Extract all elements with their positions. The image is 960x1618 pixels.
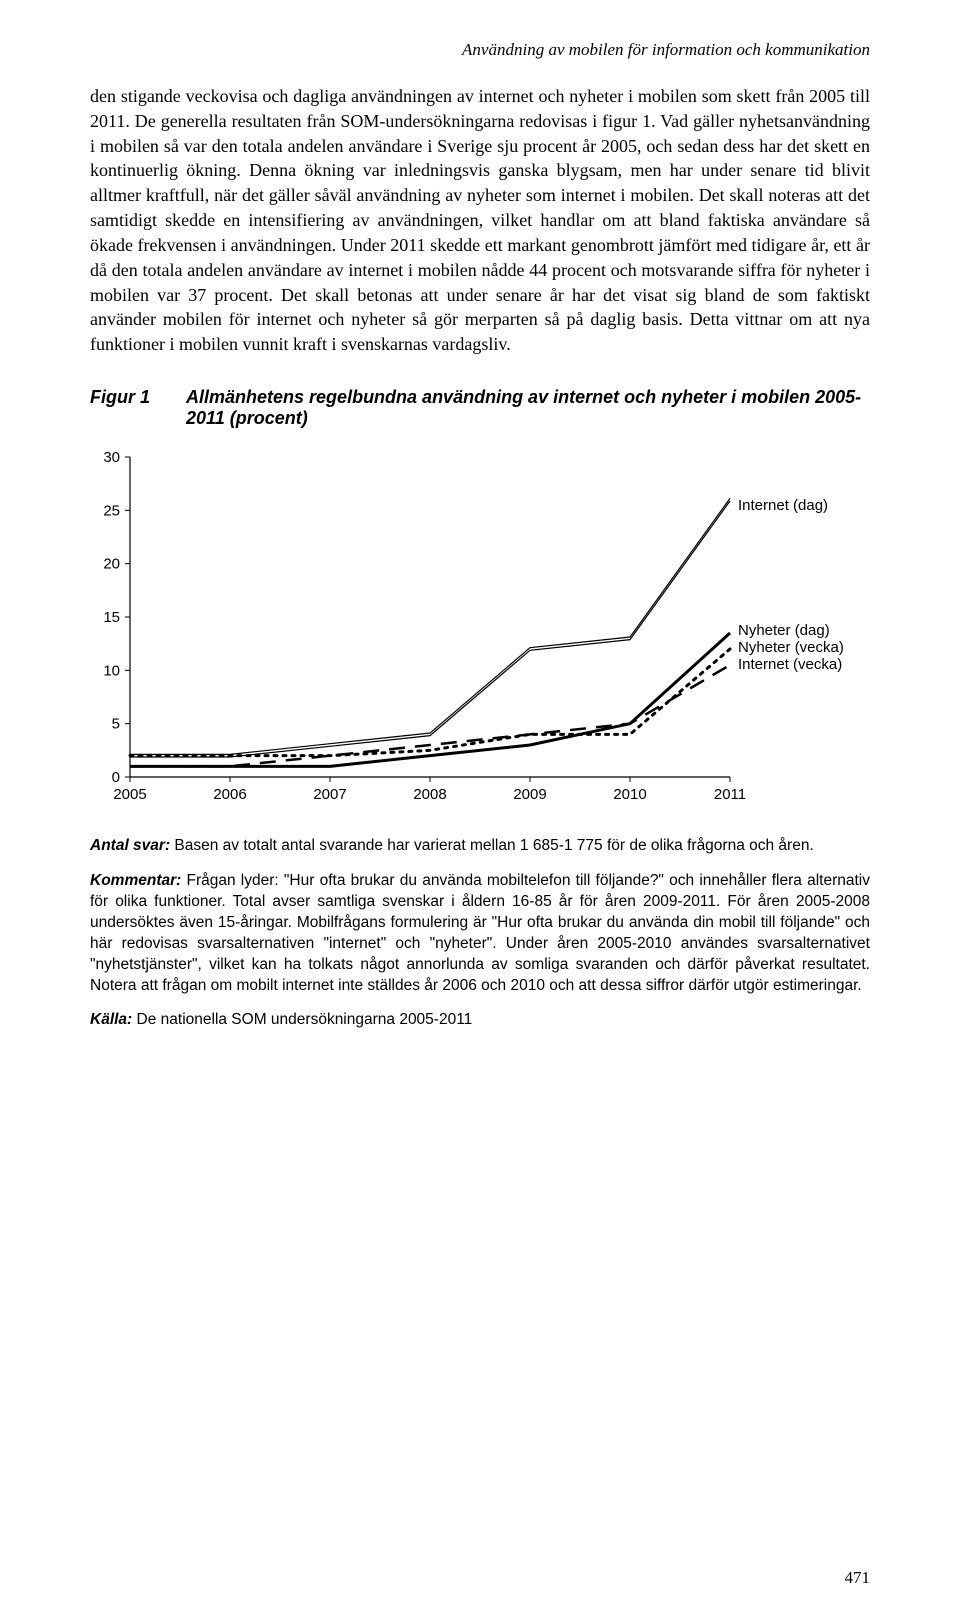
figure-label: Figur 1 — [90, 387, 150, 429]
svg-text:10: 10 — [103, 662, 120, 679]
svg-text:Nyheter (dag): Nyheter (dag) — [738, 622, 830, 639]
svg-text:2008: 2008 — [413, 786, 446, 803]
svg-text:0: 0 — [112, 769, 120, 786]
svg-text:2009: 2009 — [513, 786, 546, 803]
running-head: Användning av mobilen för information oc… — [90, 40, 870, 60]
svg-text:Internet (vecka): Internet (vecka) — [738, 656, 842, 673]
svg-text:2007: 2007 — [313, 786, 346, 803]
kalla-source: Källa: De nationella SOM undersökningarn… — [90, 1011, 870, 1029]
page-number: 471 — [845, 1568, 871, 1588]
svg-text:25: 25 — [103, 502, 120, 519]
svg-text:30: 30 — [103, 449, 120, 466]
figure-chart: 0 5 10 15 20 25 30 2005 2006 2007 2008 2009 2010 2011… — [90, 447, 870, 812]
antal-svar-lead: Antal svar: — [90, 837, 170, 854]
svg-text:15: 15 — [103, 609, 120, 626]
kalla-lead: Källa: — [90, 1011, 132, 1028]
svg-text:2010: 2010 — [613, 786, 646, 803]
figure-caption: Allmänhetens regelbundna användning av i… — [186, 387, 870, 429]
kommentar-note: Kommentar: Frågan lyder: "Hur ofta bruka… — [90, 871, 870, 997]
svg-text:5: 5 — [112, 716, 120, 733]
svg-text:2006: 2006 — [213, 786, 246, 803]
svg-text:2005: 2005 — [113, 786, 146, 803]
body-paragraph: den stigande veckovisa och dagliga använ… — [90, 84, 870, 357]
kommentar-lead: Kommentar: — [90, 872, 181, 889]
svg-text:2011: 2011 — [714, 786, 746, 803]
svg-text:Nyheter (vecka): Nyheter (vecka) — [738, 639, 844, 656]
antal-svar-text: Basen av totalt antal svarande har varie… — [170, 837, 814, 854]
figure-heading: Figur 1 Allmänhetens regelbundna användn… — [90, 387, 870, 429]
kommentar-text: Frågan lyder: "Hur ofta brukar du använd… — [90, 872, 870, 994]
svg-text:20: 20 — [103, 556, 120, 573]
kalla-text: De nationella SOM undersökningarna 2005-… — [132, 1011, 472, 1028]
svg-text:Internet (dag): Internet (dag) — [738, 497, 828, 514]
antal-svar-note: Antal svar: Basen av totalt antal svaran… — [90, 836, 870, 857]
